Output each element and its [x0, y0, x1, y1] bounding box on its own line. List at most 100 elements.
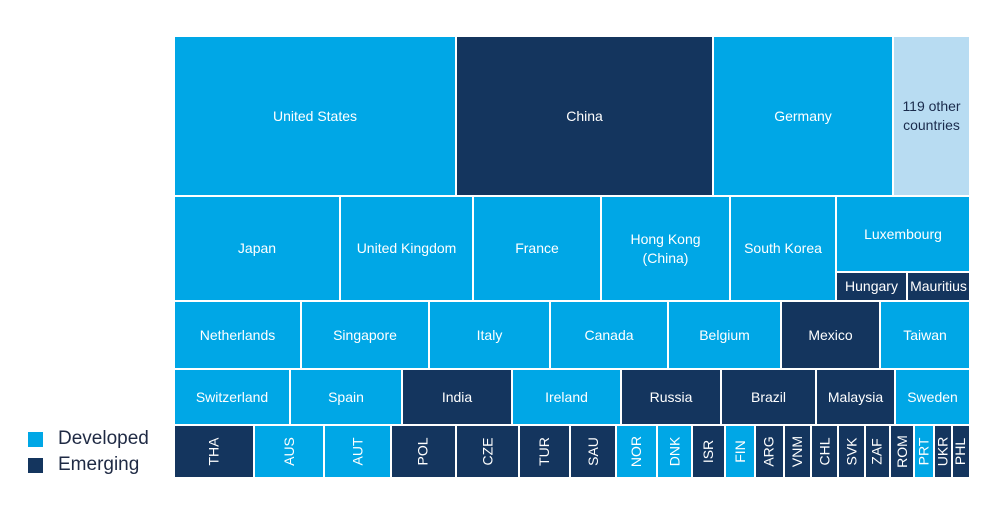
treemap-cell-label: 119 other countries: [902, 98, 961, 133]
treemap-cell: Ireland: [512, 369, 621, 425]
treemap-cell: DNK: [657, 425, 692, 478]
treemap-cell: China: [456, 36, 713, 196]
treemap-cell: Switzerland: [174, 369, 290, 425]
treemap-cell: Brazil: [721, 369, 816, 425]
legend-swatch-emerging: [28, 457, 43, 473]
treemap-cell-label: Mexico: [808, 326, 853, 343]
treemap-cell: AUS: [254, 425, 324, 478]
treemap-cell: United States: [174, 36, 456, 196]
treemap-cell: Mauritius: [907, 272, 970, 301]
treemap-cell: CHL: [811, 425, 838, 478]
treemap-cell: United Kingdom: [340, 196, 473, 301]
treemap-cell-label: Taiwan: [903, 326, 947, 343]
treemap-cell-label: Japan: [237, 240, 277, 256]
treemap-cell-label: United Kingdom: [356, 240, 457, 256]
treemap-cell-label: ROM: [893, 435, 910, 468]
treemap-cell: Canada: [550, 301, 668, 369]
treemap-cell: Singapore: [301, 301, 429, 369]
treemap-cell-label: CHL: [816, 437, 833, 466]
treemap-cell: ARG: [755, 425, 784, 478]
treemap-cell-label: Spain: [328, 388, 364, 405]
treemap-cell: Japan: [174, 196, 340, 301]
treemap-cell-label: Hong Kong (China): [630, 230, 701, 266]
treemap-cell-label: Hungary: [845, 278, 898, 294]
treemap-cell-label: SAU: [584, 437, 601, 466]
treemap-cell-label: AUT: [349, 437, 365, 466]
treemap-cell-label: Italy: [476, 326, 503, 343]
treemap-cell: India: [402, 369, 512, 425]
legend: Developed Emerging: [28, 426, 149, 478]
treemap-cell: SVK: [838, 425, 865, 478]
treemap-cell: South Korea: [730, 196, 836, 301]
legend-swatch-developed: [28, 431, 43, 447]
treemap-cell-label: FIN: [731, 440, 748, 463]
treemap-cell-label: China: [566, 107, 603, 124]
treemap-cell: Luxembourg: [836, 196, 970, 272]
treemap-cell-label: PRT: [915, 437, 932, 466]
treemap-cell: VNM: [784, 425, 811, 478]
treemap-cell-label: PHL: [952, 437, 969, 466]
treemap-cell-label: Sweden: [907, 388, 958, 405]
treemap-cell-label: Germany: [774, 107, 832, 124]
treemap-cell-label: Brazil: [750, 388, 786, 405]
treemap-cell: Mexico: [781, 301, 880, 369]
treemap-cell-label: TUR: [536, 437, 552, 466]
treemap-cell: Russia: [621, 369, 721, 425]
treemap-cell: Italy: [429, 301, 550, 369]
treemap-cell: Spain: [290, 369, 402, 425]
treemap-cell: France: [473, 196, 601, 301]
treemap-cell: CZE: [456, 425, 519, 478]
treemap-cell-label: India: [441, 388, 473, 405]
treemap-cell-label: Singapore: [333, 326, 397, 343]
treemap-cell: TUR: [519, 425, 570, 478]
legend-label: Emerging: [58, 454, 140, 475]
treemap-cell-label: SVK: [843, 437, 860, 466]
treemap-cell: Netherlands: [174, 301, 301, 369]
treemap-cell: PHL: [952, 425, 970, 478]
treemap-cell: ZAF: [865, 425, 890, 478]
treemap-cell: FIN: [725, 425, 755, 478]
treemap-cell: AUT: [324, 425, 391, 478]
treemap-cell-label: Switzerland: [195, 388, 269, 405]
treemap-cell-label: ISR: [700, 439, 716, 464]
treemap-cell: POL: [391, 425, 456, 478]
treemap-cell-label: Netherlands: [199, 326, 276, 343]
treemap-cell-label: Ireland: [545, 388, 588, 405]
treemap-cell: UKR: [934, 425, 952, 478]
treemap-cell-label: Malaysia: [827, 388, 884, 405]
legend-item-emerging: Emerging: [28, 452, 149, 478]
treemap-cell-label: ZAF: [869, 438, 886, 465]
treemap-cell-label: DNK: [666, 436, 682, 467]
treemap-cell: PRT: [914, 425, 934, 478]
treemap-cell: THA: [174, 425, 254, 478]
treemap-cell: ROM: [890, 425, 914, 478]
treemap-cell-label: POL: [414, 437, 431, 466]
treemap-cell: Sweden: [895, 369, 970, 425]
treemap-cell: Belgium: [668, 301, 781, 369]
treemap-cell-label: NOR: [628, 435, 644, 468]
treemap-cell: Germany: [713, 36, 893, 196]
treemap-cell-label: United States: [272, 107, 358, 124]
treemap-cell: SAU: [570, 425, 616, 478]
treemap-cell: NOR: [616, 425, 657, 478]
treemap-cell-label: France: [515, 240, 559, 256]
treemap-cell-label: THA: [205, 437, 222, 466]
treemap-cell-label: AUS: [280, 437, 297, 466]
treemap-cell-label: Mauritius: [910, 278, 967, 294]
legend-label: Developed: [58, 428, 149, 449]
treemap-cell: 119 other countries: [893, 36, 970, 196]
treemap-cell-label: UKR: [934, 436, 951, 467]
treemap-cell: Malaysia: [816, 369, 895, 425]
treemap-cell-label: Luxembourg: [864, 225, 942, 242]
treemap-cell-label: South Korea: [744, 240, 822, 256]
legend-item-developed: Developed: [28, 426, 149, 452]
treemap-cell-label: Canada: [584, 326, 634, 343]
treemap-cell: Hungary: [836, 272, 907, 301]
treemap-cell: Hong Kong (China): [601, 196, 730, 301]
treemap-cell: ISR: [692, 425, 725, 478]
treemap-cell-label: ARG: [761, 436, 777, 467]
treemap-cell-label: CZE: [479, 437, 495, 466]
treemap-cell: Taiwan: [880, 301, 970, 369]
treemap-cell-label: Russia: [649, 388, 693, 405]
